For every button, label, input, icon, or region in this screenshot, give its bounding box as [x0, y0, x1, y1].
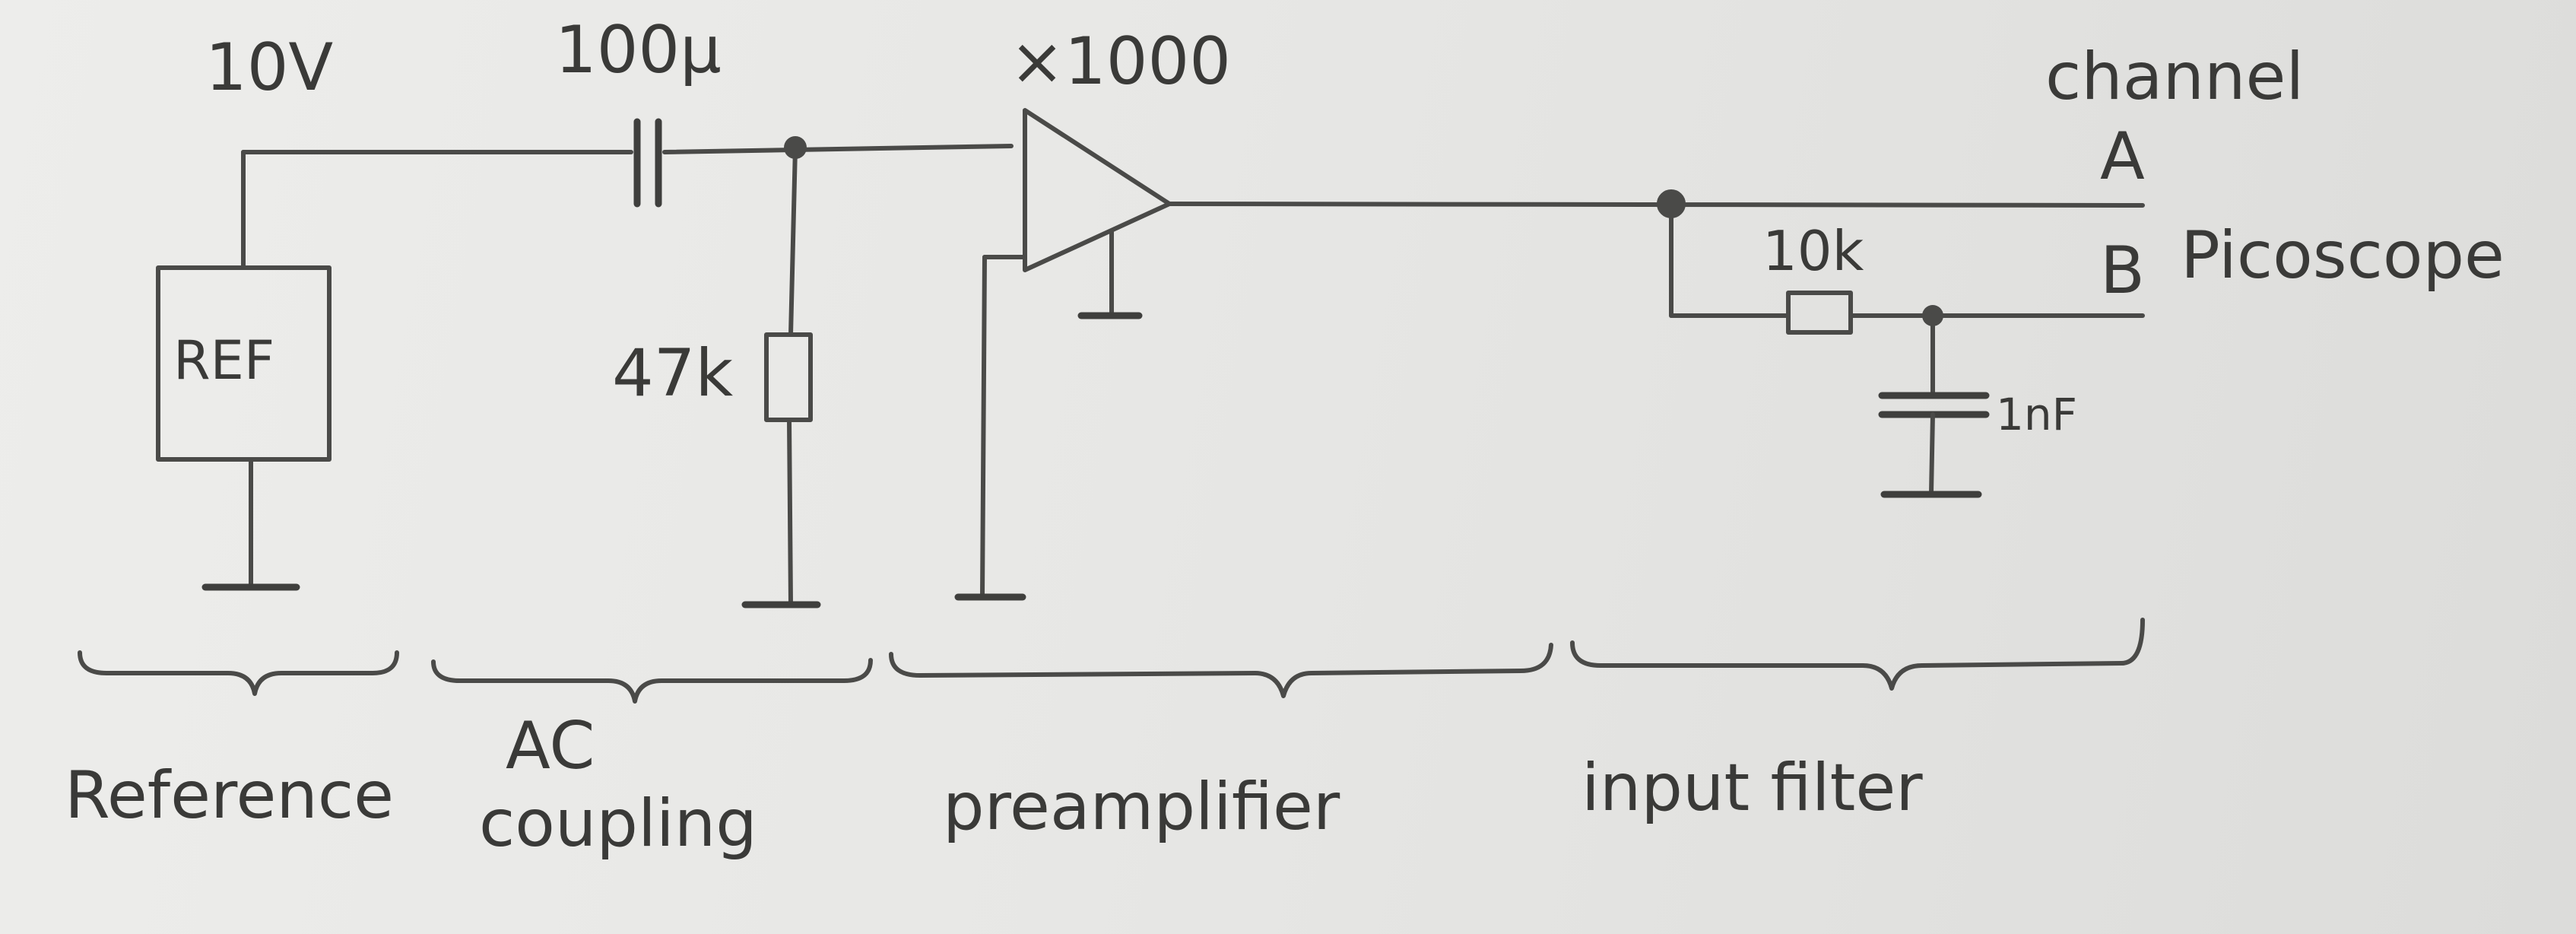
preamplifier-brace	[889, 643, 1553, 698]
ref-box-label: REF	[173, 329, 274, 392]
coupling-capacitor-label: 100μ	[555, 12, 722, 88]
reference-brace	[78, 650, 399, 696]
preamplifier-block: ×1000	[954, 24, 1231, 601]
ac-coupling-brace	[431, 658, 873, 704]
instrument-label: Picoscope	[2181, 218, 2505, 294]
section-label-coupling: coupling	[479, 786, 757, 862]
input-filter-brace	[1570, 618, 2145, 691]
ac-coupling-block: 100μ 47k	[555, 12, 1014, 608]
section-label-input-filter: input filter	[1581, 750, 1923, 826]
section-label-reference: Reference	[65, 758, 394, 834]
coupling-resistor-label: 47k	[612, 335, 733, 411]
ref-box	[156, 265, 332, 462]
coupling-resistor-wire-bottom	[787, 418, 793, 607]
input-filter-block: 10k 1nF	[1669, 212, 2145, 498]
filter-resistor-label: 10k	[1762, 219, 1864, 283]
channel-label: channel	[2045, 39, 2304, 115]
filter-resistor	[1786, 291, 1853, 335]
section-label-preamplifier: preamplifier	[943, 769, 1340, 845]
filter-capacitor-wire-bottom	[1929, 412, 1935, 495]
coupling-resistor-wire-top	[788, 145, 798, 337]
top-wire-middle	[662, 144, 1014, 154]
reference-block: REF 10V	[156, 30, 633, 591]
channel-a-wire	[1167, 202, 2145, 208]
channel-a-label: A	[2100, 119, 2145, 195]
section-label-ac: AC	[506, 708, 595, 784]
channel-b-label: B	[2100, 233, 2145, 309]
amp-inverting-ground-wire	[980, 255, 987, 599]
reference-voltage-label: 10V	[205, 30, 333, 106]
amplifier-gain-label: ×1000	[1010, 24, 1231, 100]
amplifier-triangle	[1023, 108, 1172, 272]
coupling-resistor	[764, 332, 813, 422]
filter-capacitor-label: 1nF	[1996, 389, 2077, 440]
